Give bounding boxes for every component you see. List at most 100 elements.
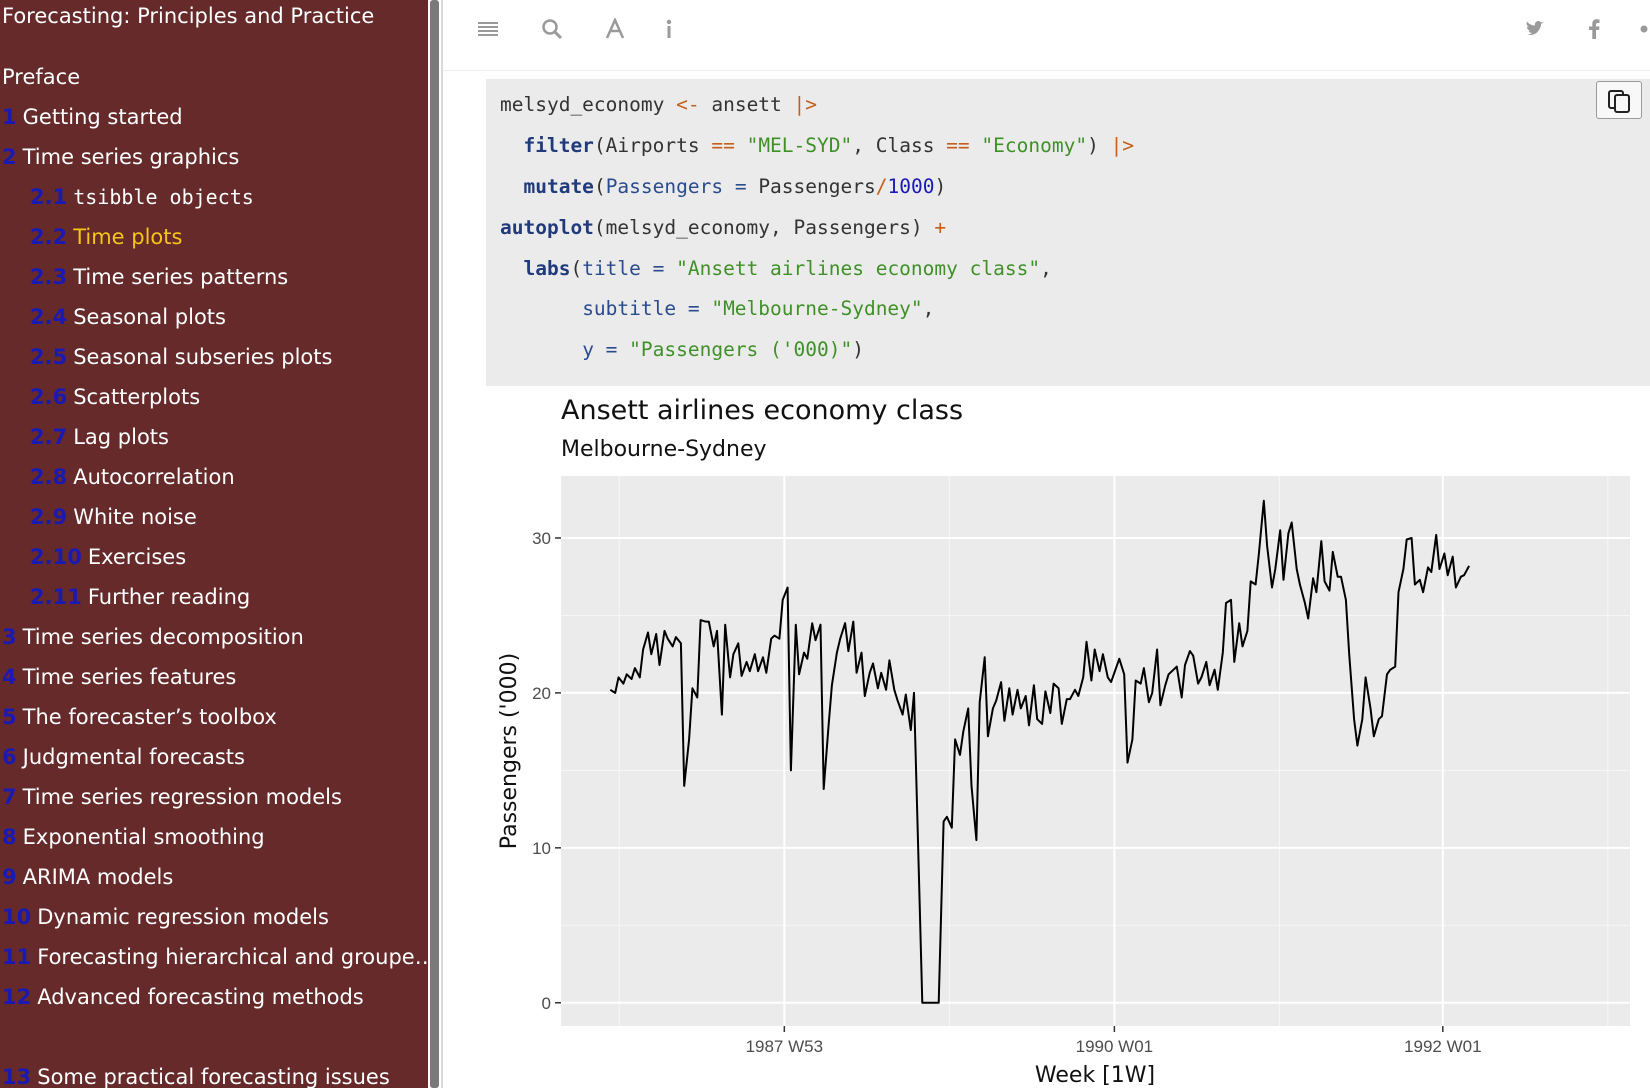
toc-number: 2.7	[30, 425, 68, 449]
toc-number: 3	[2, 625, 17, 649]
code-token: ,	[1040, 257, 1052, 280]
twitter-icon[interactable]	[1520, 18, 1550, 48]
toc-item-3[interactable]: 3 Time series decomposition	[2, 622, 304, 652]
passengers-series-line	[609, 499, 1470, 1004]
toc-number: 6	[2, 745, 17, 769]
toc-item-6[interactable]: 6 Judgmental forecasts	[2, 742, 245, 772]
y-axis: 0 10 20 30	[532, 529, 561, 1013]
code-token: ,	[922, 297, 935, 320]
code-token: ansett	[711, 93, 794, 116]
code-token: (	[570, 257, 583, 280]
sidebar-scrollbar-thumb[interactable]	[430, 0, 439, 1088]
code-token: Passengers =	[605, 175, 759, 198]
toc-item-2-9[interactable]: 2.9 White noise	[30, 502, 197, 532]
search-icon[interactable]	[537, 18, 567, 48]
code-token: 1000	[887, 175, 935, 198]
code-token: y =	[582, 338, 630, 361]
toc-label: tsibble objects	[73, 185, 254, 209]
toc-item-2[interactable]: 2 Time series graphics	[2, 142, 239, 172]
code-line-3: mutate(Passengers = Passengers/1000)	[500, 175, 946, 199]
toc-item-2-10[interactable]: 2.10 Exercises	[30, 542, 186, 572]
toc-item-13[interactable]: 13 Some practical forecasting issues	[2, 1062, 390, 1088]
sidebar-toc: Forecasting: Principles and Practice Pre…	[0, 0, 428, 1088]
menu-icon[interactable]	[473, 18, 503, 48]
minor-gridlines	[561, 476, 1630, 1026]
code-token: Passengers	[758, 175, 876, 198]
toc-number: 2.8	[30, 465, 68, 489]
toc-item-7[interactable]: 7 Time series regression models	[2, 782, 342, 812]
code-token: melsyd_economy	[500, 93, 665, 116]
share-icon[interactable]	[1632, 18, 1650, 48]
toc-number: 2.5	[30, 345, 68, 369]
toc-number: 11	[2, 945, 32, 969]
code-line-4: autoplot(melsyd_economy, Passengers) +	[500, 216, 946, 240]
toc-label: Autocorrelation	[73, 465, 235, 489]
toc-label: Exponential smoothing	[22, 825, 265, 849]
x-tick-label: 1990 W01	[1076, 1037, 1154, 1056]
code-token: |>	[793, 93, 818, 116]
facebook-icon[interactable]	[1579, 18, 1609, 48]
toc-item-preface[interactable]: Preface	[2, 62, 80, 92]
toc-item-2-1[interactable]: 2.1 tsibble objects	[30, 182, 254, 212]
toc-label: Seasonal subseries plots	[73, 345, 333, 369]
toc-item-8[interactable]: 8 Exponential smoothing	[2, 822, 265, 852]
toc-label: Time series features	[22, 665, 237, 689]
toc-number: 2.4	[30, 305, 68, 329]
toc-item-10[interactable]: 10 Dynamic regression models	[2, 902, 329, 932]
toc-number: 2	[2, 145, 17, 169]
code-block: melsyd_economy <- ansett |> filter(Airpo…	[486, 79, 1650, 386]
toc-item-2-6[interactable]: 2.6 Scatterplots	[30, 382, 200, 412]
toc-item-1[interactable]: 1 Getting started	[2, 102, 183, 132]
toc-label: Dynamic regression models	[37, 905, 329, 929]
toc-number: 7	[2, 785, 17, 809]
x-tick-label: 1992 W01	[1404, 1037, 1482, 1056]
book-title-link[interactable]: Forecasting: Principles and Practice	[2, 4, 375, 28]
toc-item-2-5[interactable]: 2.5 Seasonal subseries plots	[30, 342, 332, 372]
toc-item-2-3[interactable]: 2.3 Time series patterns	[30, 262, 288, 292]
toc-label: Forecasting hierarchical and groupe…	[37, 945, 428, 969]
code-line-1: melsyd_economy <- ansett |>	[500, 93, 817, 117]
code-token: "MEL-SYD"	[746, 134, 853, 157]
code-line-2: filter(Airports == "MEL-SYD", Class == "…	[500, 134, 1134, 158]
toc-label: Time series patterns	[73, 265, 289, 289]
toc-item-2-4[interactable]: 2.4 Seasonal plots	[30, 302, 226, 332]
x-axis-title: Week [1W]	[1035, 1063, 1155, 1088]
toc-item-2-7[interactable]: 2.7 Lag plots	[30, 422, 169, 452]
toc-number: 9	[2, 865, 17, 889]
x-axis: 1987 W53 1990 W01 1992 W01	[746, 1026, 1482, 1056]
toc-item-9[interactable]: 9 ARIMA models	[2, 862, 173, 892]
info-icon[interactable]	[654, 18, 684, 48]
copy-code-button[interactable]	[1596, 81, 1642, 119]
toc-item-5[interactable]: 5 The forecaster’s toolbox	[2, 702, 277, 732]
plot-panel	[561, 476, 1630, 1026]
code-token: "Ansett airlines economy class"	[676, 257, 1041, 280]
toc-item-4[interactable]: 4 Time series features	[2, 662, 236, 692]
font-icon[interactable]	[600, 16, 630, 48]
toc-number: 10	[2, 905, 32, 929]
toc-label: Advanced forecasting methods	[37, 985, 364, 1009]
code-token: <-	[664, 93, 712, 116]
toc-label: Further reading	[87, 585, 251, 609]
code-token: "Melbourne-Sydney"	[711, 297, 923, 320]
y-axis-title: Passengers ('000)	[497, 653, 522, 849]
code-token: subtitle =	[582, 297, 712, 320]
code-token: "Economy"	[981, 134, 1088, 157]
toc-number: 2.2	[30, 225, 68, 249]
toc-item-2-2-active[interactable]: 2.2 Time plots	[30, 222, 182, 252]
chart-subtitle: Melbourne-Sydney	[561, 437, 767, 462]
toc-item-2-11[interactable]: 2.11 Further reading	[30, 582, 250, 612]
code-token: autoplot	[500, 216, 594, 239]
toc-item-11[interactable]: 11 Forecasting hierarchical and groupe…	[2, 942, 428, 972]
toc-number: 2.6	[30, 385, 68, 409]
code-token: |>	[1110, 134, 1135, 157]
toc-label: Time plots	[73, 225, 183, 249]
code-token: mutate	[523, 175, 594, 198]
toc-item-12[interactable]: 12 Advanced forecasting methods	[2, 982, 364, 1012]
major-gridlines	[561, 476, 1630, 1026]
y-tick-label: 0	[542, 994, 551, 1013]
toc-label: ARIMA models	[22, 865, 174, 889]
toc-label: Time series regression models	[22, 785, 342, 809]
toc-number: 2.10	[30, 545, 82, 569]
toc-item-2-8[interactable]: 2.8 Autocorrelation	[30, 462, 235, 492]
toc-number: 2.1	[30, 185, 68, 209]
